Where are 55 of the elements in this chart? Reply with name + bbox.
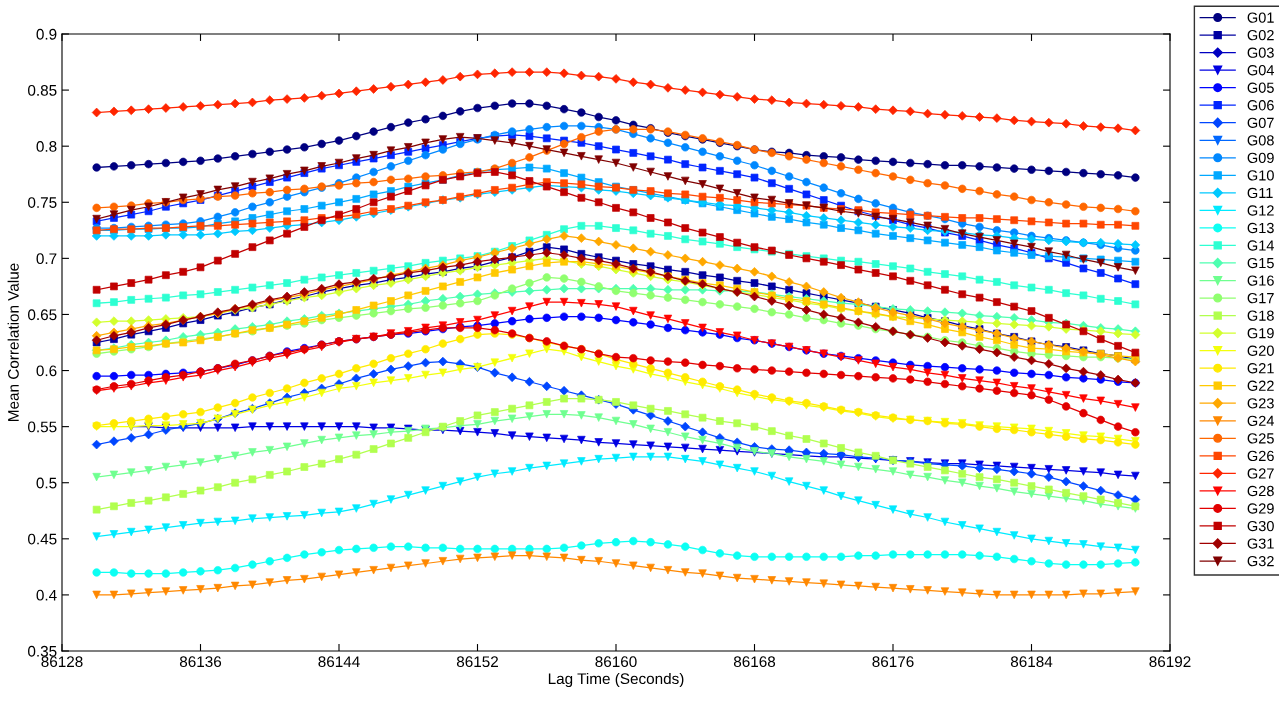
x-tick-label: 86192 <box>1149 656 1191 668</box>
y-tick-label: 0.8 <box>36 141 57 152</box>
legend-label: G14 <box>1247 240 1275 251</box>
legend-label: G11 <box>1247 187 1273 199</box>
legend-label: G01 <box>1247 12 1274 23</box>
legend-label: G20 <box>1247 345 1274 356</box>
legend-label: G16 <box>1247 275 1274 286</box>
y-tick-label: 0.45 <box>28 533 57 545</box>
legend-label: G18 <box>1247 310 1274 321</box>
legend-label: G07 <box>1247 117 1274 128</box>
legend-label: G21 <box>1247 363 1274 374</box>
x-tick-label: 86128 <box>41 656 83 668</box>
y-tick-label: 0.7 <box>36 253 57 265</box>
x-tick-label: 86152 <box>456 656 498 668</box>
y-tick-label: 0.35 <box>28 645 57 657</box>
y-tick-label: 0.75 <box>28 197 57 208</box>
legend-label: G27 <box>1247 468 1274 479</box>
legend-label: G24 <box>1247 415 1275 427</box>
y-tick-label: 0.55 <box>28 421 57 433</box>
legend-label: G17 <box>1247 292 1274 304</box>
legend-label: G03 <box>1247 47 1274 58</box>
y-tick-label: 0.4 <box>36 589 57 601</box>
legend-label: G32 <box>1247 555 1274 567</box>
legend-label: G10 <box>1247 170 1274 181</box>
legend-label: G29 <box>1247 503 1274 514</box>
legend-label: G30 <box>1247 520 1274 532</box>
legend-label: G15 <box>1247 257 1274 269</box>
legend-label: G26 <box>1247 450 1274 462</box>
y-tick-label: 0.65 <box>28 309 57 321</box>
legend-label: G02 <box>1247 29 1274 41</box>
legend-label: G06 <box>1247 100 1274 111</box>
legend-label: G08 <box>1247 135 1274 146</box>
y-axis-title: Mean Correlation Value <box>7 263 19 421</box>
legend-label: G28 <box>1247 485 1274 497</box>
x-tick-label: 86144 <box>318 656 360 668</box>
legend-label: G09 <box>1247 152 1274 164</box>
x-tick-label: 86184 <box>1010 656 1053 668</box>
y-tick-label: 0.6 <box>36 365 57 377</box>
x-tick-label: 86168 <box>733 656 776 668</box>
x-tick-label: 86176 <box>872 656 914 668</box>
legend-label: G13 <box>1247 222 1274 234</box>
legend-label: G05 <box>1247 82 1274 93</box>
x-tick-label: 86160 <box>595 656 637 668</box>
y-tick-label: 0.5 <box>36 477 57 489</box>
legend-label: G12 <box>1247 205 1274 216</box>
legend-label: G04 <box>1247 65 1275 76</box>
legend-label: G22 <box>1247 380 1274 391</box>
x-tick-label: 86136 <box>179 656 222 668</box>
y-tick-label: 0.85 <box>28 84 57 96</box>
legend-label: G31 <box>1247 538 1274 549</box>
x-axis-title: Lag Time (Seconds) <box>548 672 684 688</box>
y-tick-label: 0.9 <box>36 28 57 40</box>
legend-label: G23 <box>1247 398 1274 409</box>
legend-label: G25 <box>1247 433 1274 444</box>
legend-label: G19 <box>1247 328 1274 339</box>
